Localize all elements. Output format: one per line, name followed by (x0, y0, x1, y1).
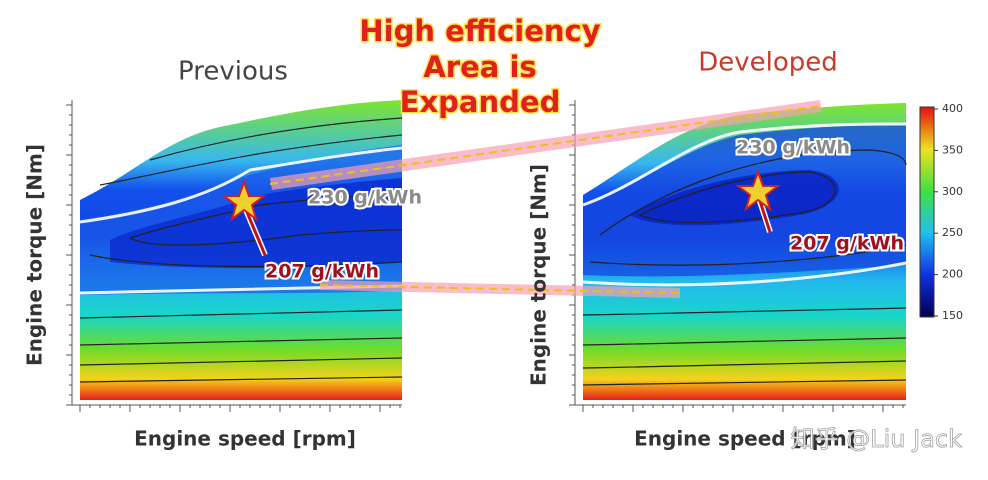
annotation: 230 g/kWh (308, 187, 422, 209)
x-axis-label: Engine speed [rpm] (634, 427, 856, 451)
annotation: 230 g/kWh (736, 137, 850, 159)
colorbar (919, 106, 935, 318)
colorbar-tick-label: 200 (942, 268, 963, 281)
colorbar-tick-label: 300 (942, 185, 963, 198)
colorbar-tick-label: 350 (942, 143, 963, 156)
map-developed (582, 103, 907, 400)
expansion-bands (269, 100, 822, 298)
headline: High efficiency (359, 14, 600, 48)
colorbar-tick-label: 400 (942, 102, 963, 115)
watermark: 知乎 @Liu Jack (791, 425, 962, 453)
colorbar-tick-label: 150 (942, 309, 963, 322)
headline: Expanded (400, 85, 561, 119)
colorbar-ticks: 150 200 250 300 350 400 (934, 102, 963, 322)
annotation: 207 g/kWh (265, 261, 379, 283)
colorbar-tick-label: 250 (942, 226, 963, 239)
panel-title: Developed (698, 48, 838, 78)
annotation: 207 g/kWh (790, 233, 904, 255)
panel-title: Previous (178, 57, 288, 87)
y-axis-label: Engine torque [Nm] (527, 164, 551, 386)
y-axis-label: Engine torque [Nm] (23, 144, 47, 366)
x-axis-label: Engine speed [rpm] (134, 427, 356, 451)
axis-ticks (66, 104, 904, 412)
optimum-markers (221, 169, 781, 257)
headline: Area is (423, 50, 536, 84)
